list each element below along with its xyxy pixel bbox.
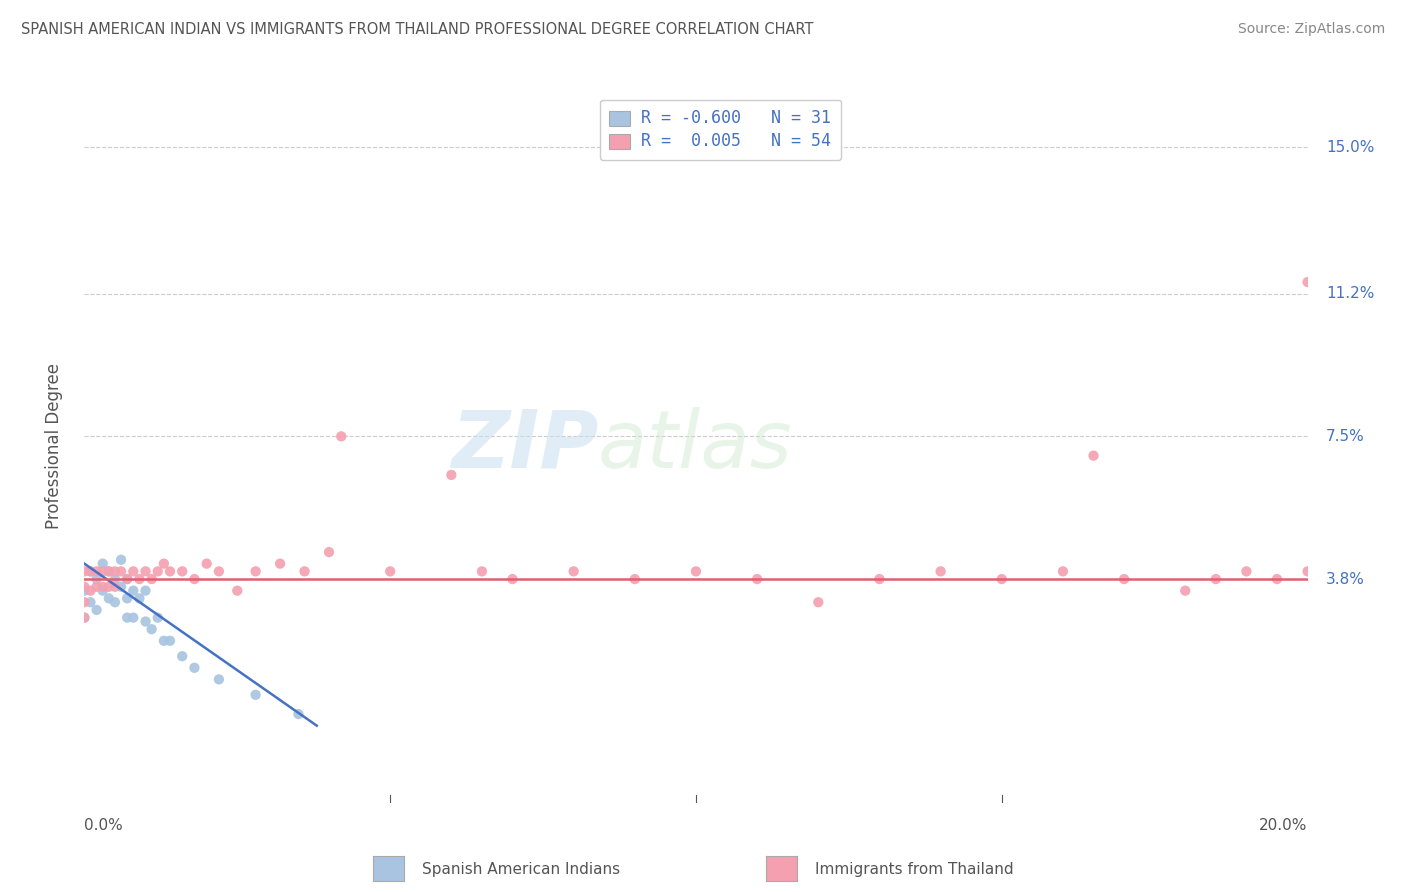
Point [1083, 449, 1105, 463]
Point [172, 565, 194, 579]
Point [110, 565, 132, 579]
Point [1052, 565, 1074, 579]
Point [141, 622, 163, 636]
Point [128, 572, 150, 586]
Point [104, 565, 127, 579]
Point [1296, 275, 1319, 289]
Point [73, 610, 96, 624]
Text: 3.8%: 3.8% [1326, 572, 1365, 587]
Point [440, 467, 463, 482]
Point [153, 557, 176, 571]
Point [86, 603, 108, 617]
Point [86, 565, 108, 579]
Point [562, 565, 585, 579]
Point [91, 565, 114, 579]
Point [159, 633, 181, 648]
Text: ZIP: ZIP [451, 407, 598, 485]
Point [245, 565, 267, 579]
Point [195, 557, 218, 571]
Point [1234, 565, 1257, 579]
Point [330, 429, 353, 443]
Point [1296, 565, 1319, 579]
Legend: R = -0.600   N = 31, R =  0.005   N = 54: R = -0.600 N = 31, R = 0.005 N = 54 [600, 100, 841, 160]
Point [79, 583, 101, 598]
Point [183, 661, 205, 675]
Text: atlas: atlas [598, 407, 793, 485]
Point [624, 572, 647, 586]
Point [115, 572, 138, 586]
Point [97, 565, 120, 579]
Point [86, 580, 108, 594]
Point [104, 580, 127, 594]
Point [91, 580, 114, 594]
Point [747, 572, 769, 586]
Text: 11.2%: 11.2% [1326, 286, 1374, 301]
Point [380, 565, 402, 579]
Point [73, 565, 96, 579]
Point [73, 610, 96, 624]
Text: 20.0%: 20.0% [1260, 818, 1308, 833]
Point [91, 557, 114, 571]
Point [502, 572, 524, 586]
Point [294, 565, 316, 579]
Point [159, 565, 181, 579]
Point [1205, 572, 1227, 586]
Point [318, 545, 340, 559]
Point [73, 583, 96, 598]
Point [104, 595, 127, 609]
Point [110, 580, 132, 594]
Point [97, 565, 120, 579]
Text: 0.0%: 0.0% [84, 818, 124, 833]
Point [471, 565, 494, 579]
Point [122, 583, 145, 598]
Point [991, 572, 1014, 586]
Point [79, 595, 101, 609]
Point [128, 591, 150, 606]
Point [146, 565, 169, 579]
Point [269, 557, 291, 571]
Point [208, 565, 231, 579]
Point [91, 583, 114, 598]
Point [79, 565, 101, 579]
Point [115, 610, 138, 624]
Text: 7.5%: 7.5% [1326, 429, 1365, 444]
Point [287, 707, 309, 722]
Text: Professional Degree: Professional Degree [45, 363, 63, 529]
Point [97, 591, 120, 606]
Point [135, 615, 157, 629]
Point [73, 595, 96, 609]
Point [86, 572, 108, 586]
Point [869, 572, 891, 586]
Point [146, 610, 169, 624]
Point [79, 565, 101, 579]
Point [122, 565, 145, 579]
Point [1114, 572, 1136, 586]
Point [807, 595, 830, 609]
Point [685, 565, 707, 579]
Text: Immigrants from Thailand: Immigrants from Thailand [815, 863, 1014, 877]
Point [172, 649, 194, 664]
Point [141, 572, 163, 586]
Point [135, 565, 157, 579]
Text: Spanish American Indians: Spanish American Indians [422, 863, 620, 877]
Point [115, 591, 138, 606]
Point [73, 580, 96, 594]
Point [929, 565, 952, 579]
Point [110, 553, 132, 567]
Point [1174, 583, 1197, 598]
Text: Source: ZipAtlas.com: Source: ZipAtlas.com [1237, 22, 1385, 37]
Point [104, 572, 127, 586]
Point [226, 583, 249, 598]
Text: SPANISH AMERICAN INDIAN VS IMMIGRANTS FROM THAILAND PROFESSIONAL DEGREE CORRELAT: SPANISH AMERICAN INDIAN VS IMMIGRANTS FR… [21, 22, 814, 37]
Point [1265, 572, 1288, 586]
Point [208, 673, 231, 687]
Point [122, 610, 145, 624]
Point [153, 633, 176, 648]
Point [183, 572, 205, 586]
Text: 15.0%: 15.0% [1326, 139, 1374, 154]
Point [135, 583, 157, 598]
Point [115, 572, 138, 586]
Point [97, 580, 120, 594]
Point [245, 688, 267, 702]
